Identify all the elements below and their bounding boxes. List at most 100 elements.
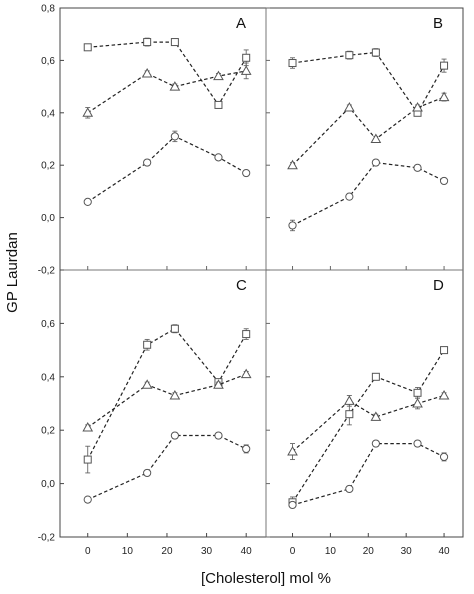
point-triangle — [287, 159, 298, 170]
x-tick-label: 30 — [401, 546, 413, 557]
point-circle — [242, 444, 251, 453]
point-triangle — [141, 379, 153, 389]
x-tick-label: 10 — [325, 546, 337, 557]
point-square — [242, 330, 251, 339]
plot-area: A -0,2 0,0 0,2 0,4 0,6 0,8 B C -0,2 0,0 0,2 0,4 0,6 0 1… — [38, 4, 464, 557]
point-square — [345, 51, 354, 60]
point-circle — [214, 153, 223, 162]
y-tick-label: 0,0 — [41, 213, 55, 224]
panel-label: D — [433, 277, 444, 294]
point-triangle — [287, 446, 298, 456]
point-square — [440, 346, 449, 355]
series-line-square — [291, 349, 445, 503]
point-circle — [170, 431, 179, 440]
point-triangle — [412, 397, 423, 408]
x-tick-label: 20 — [363, 546, 375, 557]
point-square — [242, 53, 251, 62]
point-circle — [143, 158, 152, 167]
x-tick-label: 0 — [290, 546, 296, 557]
point-triangle — [213, 70, 224, 81]
series-line-triangle — [292, 96, 445, 166]
point-circle — [413, 439, 422, 448]
x-tick-label: 40 — [241, 546, 253, 557]
point-square — [288, 59, 297, 68]
point-square — [83, 455, 92, 464]
point-circle — [371, 439, 380, 448]
y-tick-label: 0,0 — [41, 479, 55, 490]
point-triangle — [141, 67, 153, 78]
point-square — [214, 100, 223, 109]
panel-label: B — [433, 15, 443, 32]
series-line-triangle — [87, 70, 247, 114]
point-triangle — [213, 379, 224, 389]
point-circle — [345, 192, 354, 201]
point-triangle — [370, 411, 382, 421]
series-line-circle — [292, 443, 445, 506]
point-circle — [345, 484, 354, 494]
y-tick-label: 0,6 — [41, 56, 55, 67]
series-line-circle — [87, 434, 247, 501]
series-line-circle — [292, 161, 445, 227]
point-triangle — [82, 107, 94, 117]
y-tick-label: 0,2 — [41, 161, 55, 172]
point-circle — [242, 168, 251, 178]
series-line-square — [87, 327, 247, 460]
point-circle — [439, 176, 449, 186]
panel-a: A -0,2 0,0 0,2 0,4 0,6 0,8 — [38, 4, 252, 277]
y-tick-label: -0,2 — [38, 266, 56, 277]
point-square — [371, 48, 380, 57]
series-line-triangle — [292, 394, 445, 453]
point-triangle — [370, 133, 382, 143]
point-circle — [288, 221, 297, 230]
x-tick-label: 30 — [201, 546, 213, 557]
point-square — [440, 61, 449, 70]
point-square — [83, 43, 92, 52]
series-line-square — [87, 41, 247, 107]
point-triangle — [240, 368, 252, 379]
point-triangle — [438, 91, 450, 102]
x-tick-label: 0 — [85, 546, 91, 557]
point-triangle — [438, 389, 450, 400]
y-tick-label: 0,8 — [41, 4, 55, 15]
x-tick-label: 40 — [438, 546, 450, 557]
series-line-square — [292, 51, 445, 114]
point-square — [371, 372, 380, 381]
y-tick-label: 0,2 — [41, 426, 55, 437]
y-tick-label: 0,4 — [41, 372, 55, 383]
panel-d: D 0 10 20 30 40 — [266, 269, 450, 557]
point-square — [143, 38, 152, 47]
point-circle — [214, 431, 223, 440]
series-line-circle — [87, 135, 247, 203]
x-tick-label: 10 — [122, 546, 134, 557]
panel-label: C — [236, 277, 247, 294]
panel-b: B — [266, 7, 450, 271]
point-square — [170, 324, 179, 333]
point-circle — [83, 197, 92, 206]
y-tick-label: 0,4 — [41, 108, 55, 119]
point-circle — [83, 495, 92, 504]
point-triangle — [240, 65, 252, 75]
point-square — [413, 388, 422, 397]
point-circle — [170, 132, 179, 141]
y-axis-title: GP Laurdan — [4, 232, 21, 313]
point-circle — [288, 500, 297, 510]
point-square — [345, 410, 354, 419]
plot-frame — [59, 7, 464, 538]
point-square — [143, 340, 152, 349]
point-triangle — [169, 389, 181, 400]
point-circle — [371, 158, 380, 167]
panel-label: A — [236, 15, 246, 32]
y-tick-label: 0,6 — [41, 319, 55, 330]
x-tick-label: 20 — [161, 546, 173, 557]
point-circle — [439, 452, 449, 461]
point-square — [170, 38, 179, 47]
point-triangle — [82, 422, 94, 432]
point-circle — [143, 468, 152, 478]
point-triangle — [169, 81, 181, 91]
point-triangle — [343, 395, 355, 405]
point-circle — [413, 163, 422, 172]
panel-c: C -0,2 0,0 0,2 0,4 0,6 0 10 20 30 40 — [38, 269, 253, 557]
x-axis-title: [Cholesterol] mol % — [201, 570, 331, 587]
point-triangle — [412, 102, 423, 112]
